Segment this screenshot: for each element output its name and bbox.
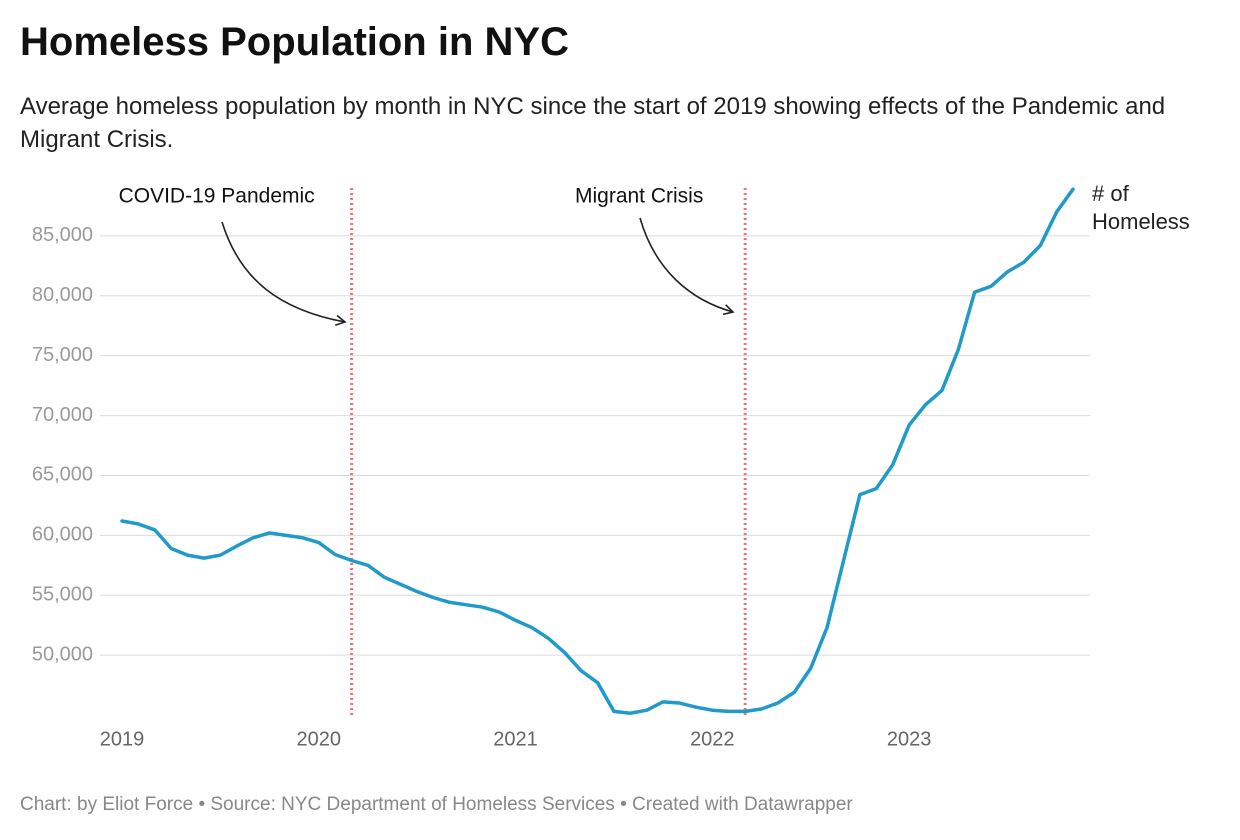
x-tick-label: 2022 xyxy=(690,728,735,750)
y-tick-label: 60,000 xyxy=(32,524,93,546)
y-tick-label: 80,000 xyxy=(32,284,93,306)
y-tick-label: 55,000 xyxy=(32,584,93,606)
y-tick-label: 85,000 xyxy=(32,224,93,246)
series-label: # of Homeless xyxy=(1092,181,1190,234)
annotation-arrow xyxy=(639,217,735,316)
x-tick-label: 2023 xyxy=(887,728,932,750)
x-tick-label: 2019 xyxy=(100,728,145,750)
chart-subtitle: Average homeless population by month in … xyxy=(20,93,1166,153)
y-tick-label: 65,000 xyxy=(32,464,93,486)
annotation-text: COVID-19 Pandemic xyxy=(119,185,315,208)
chart-title: Homeless Population in NYC xyxy=(20,20,569,64)
y-tick-label: 50,000 xyxy=(32,643,93,665)
y-tick-label: 75,000 xyxy=(32,344,93,366)
y-tick-label: 70,000 xyxy=(32,404,93,426)
data-line xyxy=(120,187,1075,715)
x-tick-label: 2020 xyxy=(297,728,342,750)
annotation-text: Migrant Crisis xyxy=(575,185,703,208)
x-tick-label: 2021 xyxy=(493,728,538,750)
annotation-arrow xyxy=(221,221,347,327)
chart-footer: Chart: by Eliot Force • Source: NYC Depa… xyxy=(20,794,853,815)
